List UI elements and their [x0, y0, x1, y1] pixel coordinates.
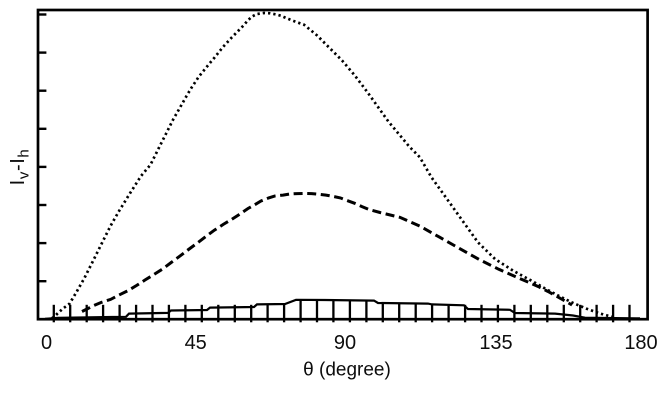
- svg-text:θ (degree): θ (degree): [303, 360, 391, 381]
- svg-text:90: 90: [334, 332, 356, 354]
- svg-text:45: 45: [185, 332, 207, 354]
- svg-text:0: 0: [41, 332, 52, 354]
- svg-text:Iv-Ih: Iv-Ih: [7, 149, 33, 186]
- svg-text:180: 180: [624, 332, 657, 354]
- svg-text:135: 135: [479, 332, 512, 354]
